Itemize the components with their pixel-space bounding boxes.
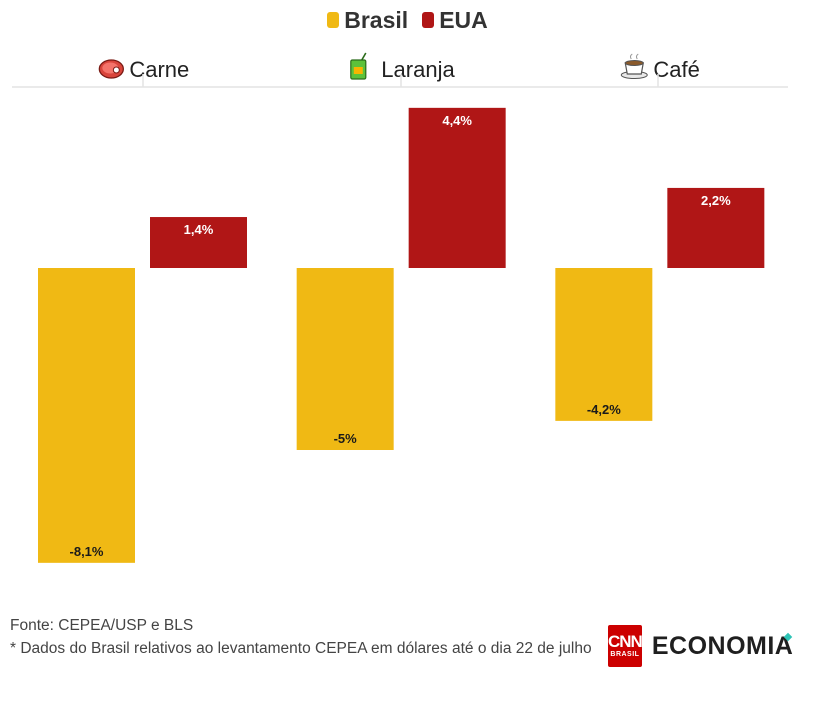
source-text: Fonte: CEPEA/USP e BLS (10, 617, 194, 634)
data-label-eua-cafe: 2,2% (701, 193, 731, 208)
bar-brasil-cafe (555, 268, 653, 421)
category-header-carne: Carne (98, 57, 189, 82)
cnn-logo-text: CNN (608, 632, 643, 651)
data-label-brasil-cafe: -4,2% (587, 402, 621, 417)
bar-eua-laranja (408, 107, 506, 268)
bar-eua-cafe (667, 187, 765, 268)
bar-brasil-laranja (296, 268, 394, 450)
cnn-economia-logo: CNN BRASIL ECONOMIA (608, 624, 793, 668)
chart-footer: Fonte: CEPEA/USP e BLS * Dados do Brasil… (10, 614, 600, 660)
bar-chart: Carne Laranja Café -8,1% 1,4% -5% 4,4% -4,2% 2,2… (12, 52, 788, 563)
bar-eua-carne (150, 217, 247, 268)
data-label-eua-laranja: 4,4% (442, 113, 472, 128)
chart-legend: Brasil EUA (0, 4, 815, 36)
economia-wordmark: ECONOMIA (652, 632, 794, 661)
data-label-brasil-laranja: -5% (334, 431, 358, 446)
cnn-logo-subtext: BRASIL (610, 651, 640, 658)
legend-swatch-brasil (327, 12, 340, 28)
category-label: Café (653, 57, 699, 82)
category-label: Laranja (381, 57, 455, 82)
legend-item-brasil: Brasil (327, 7, 408, 34)
meat-icon (98, 59, 124, 79)
category-header-laranja: Laranja (350, 52, 455, 82)
footnote-text: * Dados do Brasil relativos ao levantame… (10, 640, 592, 657)
cnn-brasil-logo: CNN BRASIL (608, 625, 643, 667)
coffee-icon (620, 53, 648, 79)
legend-swatch-eua (422, 12, 435, 28)
category-header-cafe: Café (620, 53, 700, 82)
category-label: Carne (129, 57, 189, 82)
data-label-brasil-carne: -8,1% (70, 544, 104, 559)
legend-label-eua: EUA (439, 6, 488, 33)
bar-brasil-carne (38, 268, 135, 563)
legend-label-brasil: Brasil (344, 6, 409, 33)
juice-box-icon (350, 52, 367, 80)
data-label-eua-carne: 1,4% (184, 222, 214, 237)
legend-item-eua: EUA (422, 7, 488, 34)
economia-text: ECONOMIA (651, 631, 794, 660)
